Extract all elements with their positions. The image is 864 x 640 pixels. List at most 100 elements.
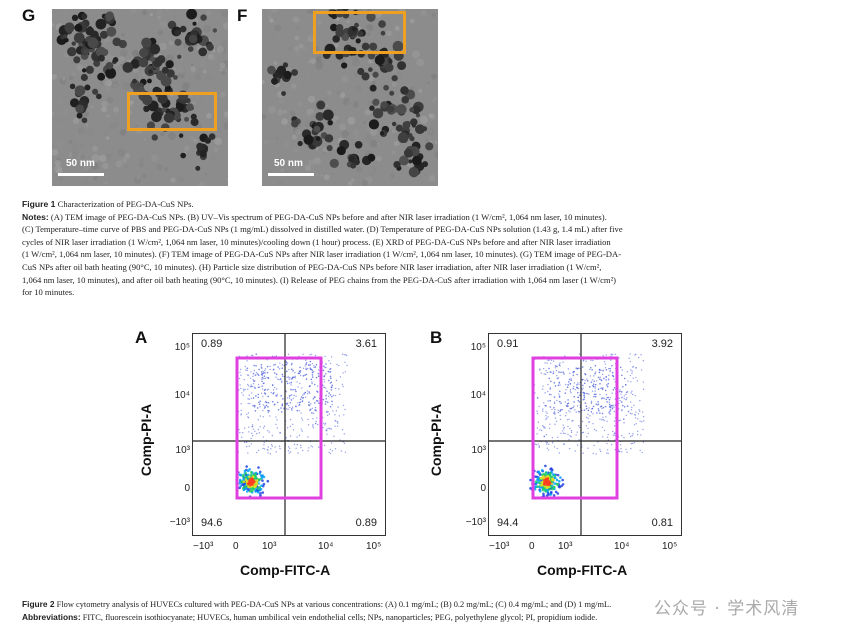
event-dot	[552, 371, 555, 373]
watermark: 公众号 · 学术风清	[650, 594, 804, 619]
nanoparticle	[105, 11, 115, 21]
event-dot	[306, 367, 309, 370]
event-dot	[555, 482, 559, 486]
event-dot	[312, 417, 314, 420]
background-grain	[206, 10, 212, 16]
x-tick: 10⁴	[318, 541, 334, 552]
event-dot	[608, 374, 610, 377]
event-dot	[633, 441, 636, 444]
background-grain	[307, 60, 311, 63]
event-dot	[331, 395, 333, 398]
nanoparticle	[95, 18, 107, 30]
event-dot	[336, 363, 338, 366]
nanoparticle	[380, 30, 386, 36]
event-dot	[602, 436, 604, 438]
event-dot	[297, 372, 300, 375]
nanoparticle	[173, 75, 178, 80]
event-dot	[569, 372, 571, 375]
event-dot	[297, 402, 299, 404]
nanoparticle	[388, 105, 395, 113]
event-dot	[248, 394, 250, 396]
event-dot	[621, 435, 623, 437]
nanoparticle	[392, 40, 404, 52]
event-dot	[536, 412, 539, 415]
event-dot	[247, 485, 250, 489]
y-tick: 10⁵	[470, 342, 486, 353]
event-dot	[301, 387, 303, 389]
event-dot	[304, 374, 306, 376]
event-dot	[552, 360, 555, 362]
background-grain	[263, 140, 267, 144]
quadrant-ul-b: 0.91	[497, 338, 519, 350]
nanoparticle	[146, 121, 156, 130]
event-dot	[612, 388, 615, 391]
event-dot	[252, 425, 254, 428]
background-grain	[79, 143, 85, 149]
background-grain	[170, 177, 176, 184]
event-dot	[588, 407, 590, 409]
event-dot	[587, 409, 590, 412]
notes-line: (C) Temperature–time curve of PBS and PE…	[22, 224, 623, 235]
event-dot	[331, 450, 334, 452]
event-dot	[552, 372, 555, 375]
event-dot	[596, 380, 598, 382]
event-dot	[342, 404, 345, 407]
event-dot	[584, 379, 586, 382]
nanoparticle	[184, 116, 189, 122]
event-dot	[273, 364, 275, 366]
event-dot	[557, 384, 560, 387]
background-grain	[335, 90, 342, 96]
background-grain	[61, 108, 69, 115]
event-dot	[274, 403, 276, 406]
event-dot	[639, 410, 641, 412]
background-grain	[288, 47, 292, 51]
event-dot	[572, 385, 575, 388]
event-dot	[592, 405, 595, 408]
background-grain	[342, 24, 347, 29]
event-dot	[290, 384, 292, 386]
nanoparticle	[138, 57, 149, 68]
event-dot	[556, 375, 558, 377]
event-dot	[542, 408, 544, 410]
event-dot	[578, 401, 581, 403]
background-grain	[341, 130, 349, 138]
background-grain	[331, 172, 334, 176]
nanoparticle	[64, 22, 75, 33]
event-dot	[562, 424, 564, 426]
event-dot	[569, 383, 572, 385]
background-grain	[368, 59, 373, 64]
event-dot	[261, 374, 263, 376]
event-dot	[606, 449, 609, 451]
event-dot	[274, 446, 276, 448]
event-dot	[270, 391, 272, 394]
event-dot	[563, 426, 565, 429]
background-grain	[132, 49, 140, 58]
background-grain	[157, 9, 163, 15]
background-grain	[85, 123, 89, 127]
event-dot	[547, 390, 549, 393]
event-dot	[634, 417, 637, 419]
event-dot	[238, 473, 242, 477]
event-dot	[543, 425, 545, 428]
nanoparticle	[291, 69, 299, 76]
event-dot	[579, 394, 581, 397]
event-dot	[295, 405, 297, 407]
event-dot	[240, 402, 242, 405]
x-tick: 10⁴	[614, 541, 630, 552]
background-grain	[179, 70, 184, 75]
event-dot	[244, 472, 248, 475]
event-dot	[281, 375, 284, 378]
event-dot	[582, 398, 585, 401]
background-grain	[98, 154, 107, 163]
event-dot	[248, 445, 250, 447]
event-dot	[255, 371, 258, 374]
event-dot	[599, 448, 601, 451]
event-dot	[591, 368, 593, 371]
background-grain	[156, 164, 163, 170]
event-dot	[267, 411, 270, 414]
nanoparticle	[354, 140, 363, 149]
background-grain	[366, 103, 369, 106]
background-grain	[59, 100, 63, 104]
event-dot	[593, 428, 596, 431]
event-dot	[564, 401, 567, 403]
